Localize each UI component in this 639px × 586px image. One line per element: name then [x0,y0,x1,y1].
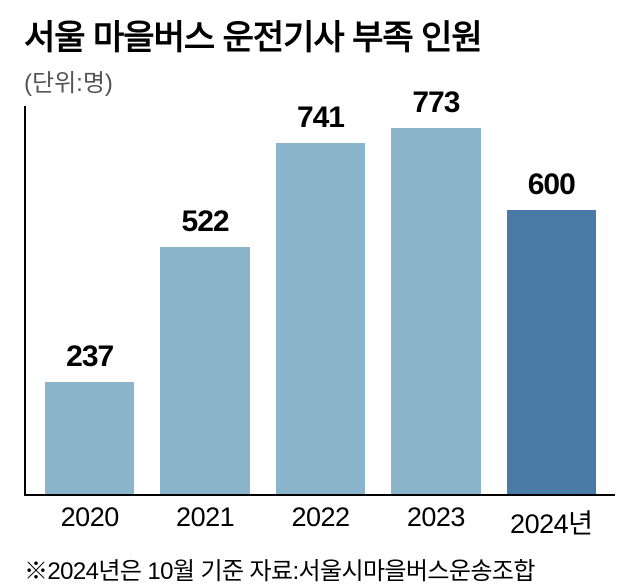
x-axis-label: 2023 [384,502,488,541]
x-axis-label: 2021 [153,502,257,541]
x-axis-label: 2024년 [499,502,603,541]
x-axis-labels: 2020 2021 2022 2023 2024년 [26,496,615,541]
chart-title: 서울 마을버스 운전기사 부족 인원 [24,18,615,59]
bar-group: 522 [153,205,257,494]
bar-value-label: 522 [182,205,229,239]
x-axis-label: 2020 [38,502,142,541]
bar-group: 237 [38,340,142,494]
bar-value-label: 741 [297,101,344,135]
bar-value-label: 600 [528,168,575,202]
bar-group: 773 [384,86,488,494]
bar [45,382,134,494]
bar-value-label: 237 [66,340,113,374]
chart-unit: (단위:명) [24,63,615,98]
bar-group: 600 [499,168,603,494]
bar [276,143,365,494]
chart-plot-area: 237522741773600 [24,106,615,496]
bar-group: 741 [269,101,373,494]
bar [391,128,480,494]
chart-footnote: ※2024년은 10월 기준 자료:서울시마을버스운송조합 [24,551,615,586]
x-axis-label: 2022 [269,502,373,541]
bar [160,247,249,494]
bar-value-label: 773 [412,86,459,120]
bar [507,210,596,494]
